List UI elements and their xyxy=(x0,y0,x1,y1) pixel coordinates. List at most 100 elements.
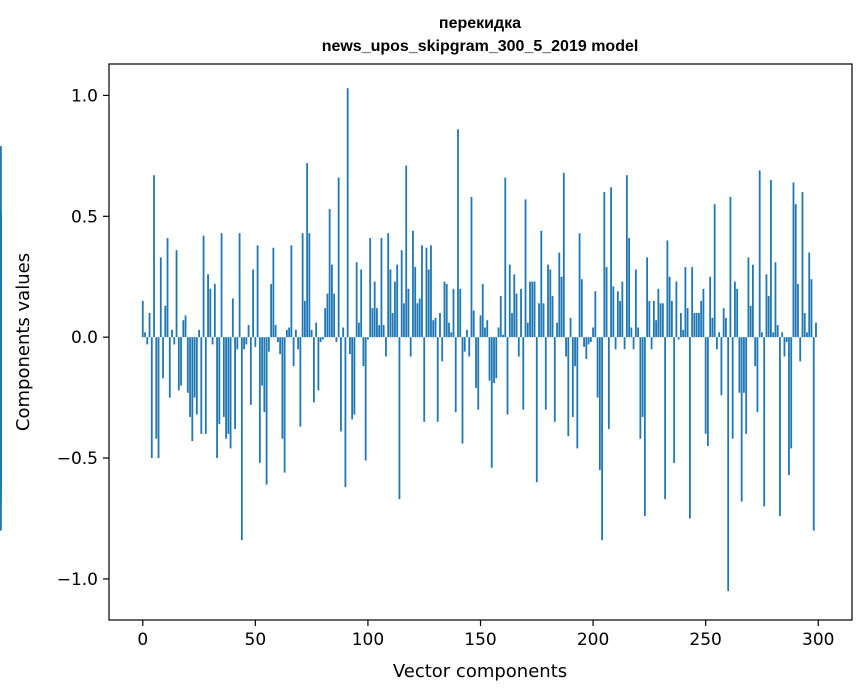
bar-115 xyxy=(400,250,403,338)
bar-223 xyxy=(643,337,646,517)
bar-230 xyxy=(659,303,662,338)
bar-227 xyxy=(652,300,655,338)
bar-224 xyxy=(646,257,649,338)
bar-21 xyxy=(189,337,191,417)
bar-112 xyxy=(394,281,396,338)
bar-209 xyxy=(612,286,615,338)
bar-44 xyxy=(240,337,243,541)
bar-10 xyxy=(164,305,167,338)
bar-181 xyxy=(549,269,552,338)
bar-71 xyxy=(301,233,304,338)
bar-102 xyxy=(371,308,374,338)
x-tick-label: 0 xyxy=(137,630,148,650)
bar-280 xyxy=(772,332,775,338)
bar-141 xyxy=(459,288,462,338)
bar-47 xyxy=(247,325,250,338)
bar-273 xyxy=(756,337,759,413)
bar-214 xyxy=(623,337,626,350)
bar-125 xyxy=(423,337,426,422)
bar-27 xyxy=(202,235,205,338)
bar-162 xyxy=(506,337,509,415)
bar-270 xyxy=(749,305,752,338)
bar-180 xyxy=(547,264,549,338)
bar-291 xyxy=(797,283,799,338)
bar-285 xyxy=(783,337,786,357)
bar-7 xyxy=(157,337,160,459)
bar-84 xyxy=(331,264,333,338)
bar-29 xyxy=(207,274,209,338)
bar-54 xyxy=(263,337,266,413)
bar-111 xyxy=(391,312,394,338)
bar-207 xyxy=(607,337,610,430)
bar-109 xyxy=(387,233,390,338)
bar-196 xyxy=(583,337,585,347)
bar-94 xyxy=(353,337,356,415)
bar-146 xyxy=(470,196,473,338)
bar-189 xyxy=(567,337,570,437)
bar-249 xyxy=(702,288,705,338)
bar-136 xyxy=(448,322,450,338)
bar-186 xyxy=(560,276,563,338)
bar-6 xyxy=(155,337,158,439)
bar-114 xyxy=(398,337,401,500)
bar-52 xyxy=(258,337,261,463)
plot-frame xyxy=(108,63,853,621)
bar-283 xyxy=(779,337,781,517)
bar-32 xyxy=(213,283,216,338)
bar-250 xyxy=(704,337,707,434)
bar-212 xyxy=(619,300,621,338)
bar-234 xyxy=(668,276,671,338)
bar-210 xyxy=(614,337,617,350)
bar-187 xyxy=(562,172,565,338)
bar-118 xyxy=(407,288,410,338)
bar-69 xyxy=(297,337,300,350)
bar-215 xyxy=(625,175,628,338)
bar-190 xyxy=(569,317,572,338)
bar-284 xyxy=(781,332,784,338)
bar-279 xyxy=(770,180,772,338)
bar-12 xyxy=(168,337,171,398)
bar-217 xyxy=(630,327,633,338)
bar-158 xyxy=(497,327,500,338)
bar-153 xyxy=(486,320,489,338)
bar-166 xyxy=(515,293,518,338)
bar-100 xyxy=(367,337,369,340)
bar-192 xyxy=(574,337,576,367)
bar-191 xyxy=(571,337,574,417)
bar-77 xyxy=(315,322,318,338)
bar-86 xyxy=(335,337,338,342)
bar-117 xyxy=(405,165,408,338)
bar-23 xyxy=(193,337,196,398)
bars-group xyxy=(0,88,817,591)
bar-260 xyxy=(727,337,730,591)
bar-299 xyxy=(815,322,817,338)
bar-178 xyxy=(542,303,545,338)
bar-127 xyxy=(427,269,430,338)
bar-269 xyxy=(747,257,750,338)
bar-0 xyxy=(141,300,144,338)
bar-297 xyxy=(810,279,813,338)
bar-172 xyxy=(529,281,531,338)
bar-288 xyxy=(790,337,793,449)
bar-252 xyxy=(709,276,712,338)
bar-26 xyxy=(200,337,203,434)
bar-13 xyxy=(171,329,173,338)
bar-216 xyxy=(628,238,630,338)
bar-143 xyxy=(463,337,466,352)
bar-130 xyxy=(434,317,437,338)
bar-268 xyxy=(745,337,748,434)
bar-289 xyxy=(792,182,795,338)
bar-229 xyxy=(657,288,660,338)
bar-182 xyxy=(551,296,554,338)
bar-36 xyxy=(222,337,225,417)
bar-2 xyxy=(146,337,149,345)
bar-131 xyxy=(436,337,439,422)
bar-265 xyxy=(738,337,741,393)
bar-31 xyxy=(211,337,214,345)
bar-59 xyxy=(274,325,277,338)
bar-116 xyxy=(403,303,405,338)
bar-101 xyxy=(369,238,372,338)
bar-40 xyxy=(231,298,234,338)
bar-194 xyxy=(578,233,581,338)
